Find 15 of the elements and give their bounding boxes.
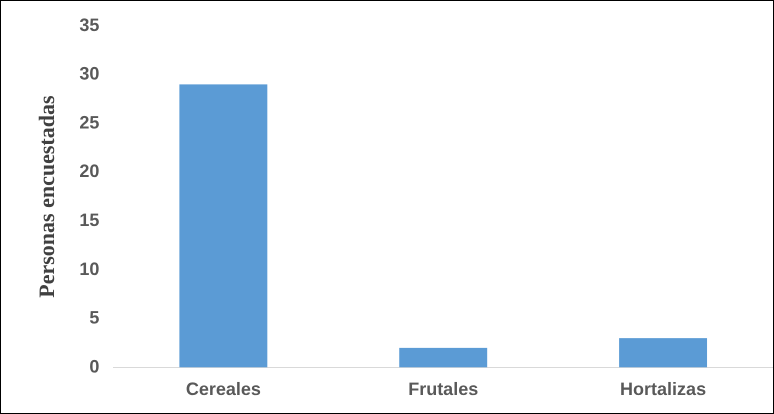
y-tick-label: 10	[79, 258, 100, 279]
x-tick-label: Frutales	[408, 379, 478, 400]
y-axis-title: Personas encuestadas	[34, 95, 59, 298]
x-tick-label: Cereales	[186, 379, 261, 400]
y-tick-label: 0	[89, 356, 100, 376]
x-tick-label: Hortalizas	[620, 379, 706, 400]
bar	[399, 348, 488, 368]
y-tick-label: 25	[79, 112, 100, 132]
bar	[619, 338, 708, 368]
bar	[179, 84, 268, 368]
y-tick-label: 5	[89, 308, 100, 328]
y-tick-label: 15	[79, 210, 100, 230]
y-tick-label: 35	[79, 14, 100, 35]
y-tick-label: 30	[79, 64, 100, 84]
y-tick-label: 20	[79, 161, 100, 182]
